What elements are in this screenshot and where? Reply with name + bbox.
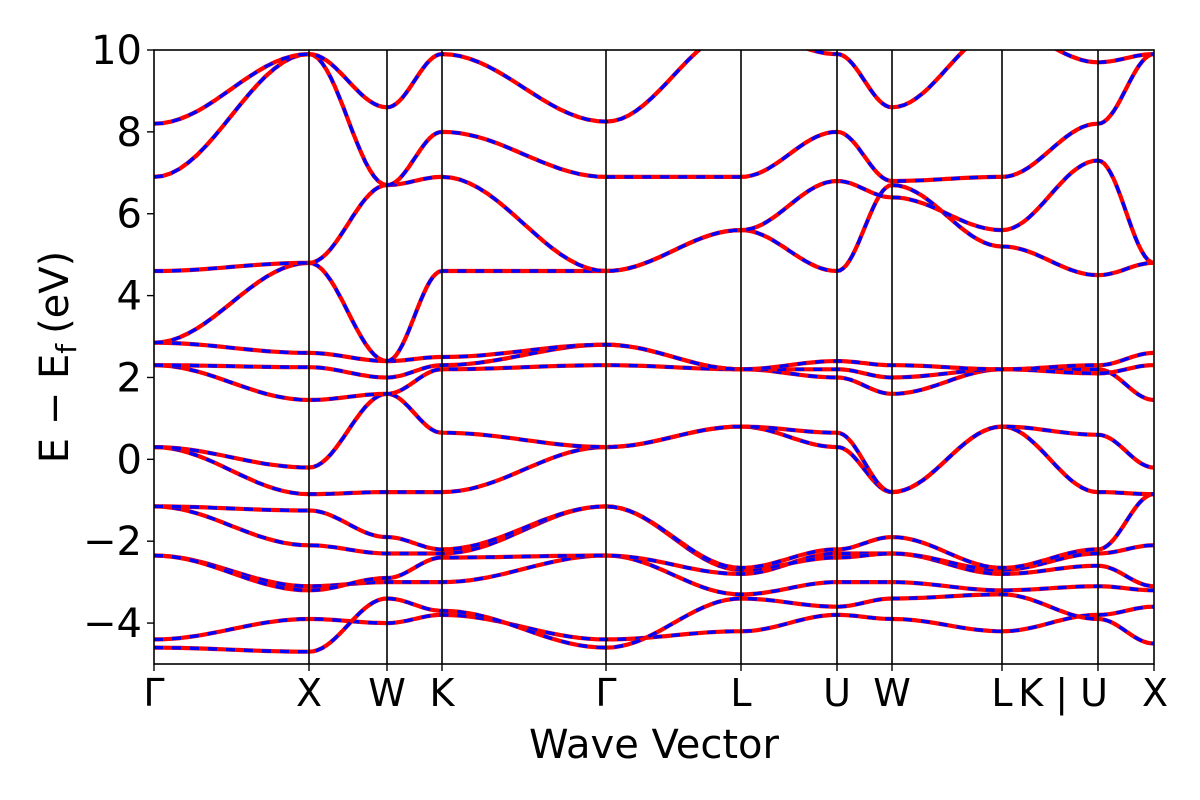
y-axis-label-main: E − E <box>32 354 78 464</box>
band-line-blue-6 <box>154 424 1154 496</box>
x-tick-label: K | U <box>1018 671 1108 716</box>
band-line-blue-0 <box>154 605 1154 642</box>
x-tick-label: L <box>991 671 1012 715</box>
y-axis-label-unit: (eV) <box>32 251 78 334</box>
band-line-blue-12 <box>154 158 1154 273</box>
band-line-blue-10 <box>154 341 1154 371</box>
x-tick-label: W <box>873 671 911 715</box>
x-tick-label: L <box>730 671 751 715</box>
y-tick-label: −2 <box>83 519 142 565</box>
x-axis-label: Wave Vector <box>529 722 780 768</box>
y-tick-label: 8 <box>117 110 142 156</box>
y-tick-label: 10 <box>91 28 142 74</box>
y-tick-label: 6 <box>117 192 142 238</box>
x-tick-label: K <box>430 671 456 715</box>
x-tick-label: W <box>368 671 406 715</box>
x-tick-label: Γ <box>595 671 616 715</box>
y-tick-label: 2 <box>117 355 142 401</box>
x-tick-label: X <box>296 671 322 715</box>
y-axis-ticks: −4 −2 0 2 4 6 8 10 <box>83 28 154 647</box>
y-tick-label: −4 <box>83 601 142 647</box>
y-axis-label: E − Ef (eV) <box>32 251 83 464</box>
x-tick-label: Γ <box>143 671 164 715</box>
x-tick-label: X <box>1142 671 1168 715</box>
x-tick-label: U <box>823 671 851 715</box>
band-line-blue-14 <box>154 50 1154 126</box>
plot-frame <box>153 49 1155 665</box>
y-axis-label-subscript: f <box>50 343 83 354</box>
y-tick-label: 4 <box>117 274 142 320</box>
band-line-blue-1 <box>154 592 1154 654</box>
y-tick-label: 0 <box>117 437 142 483</box>
high-symmetry-lines <box>308 50 1099 664</box>
